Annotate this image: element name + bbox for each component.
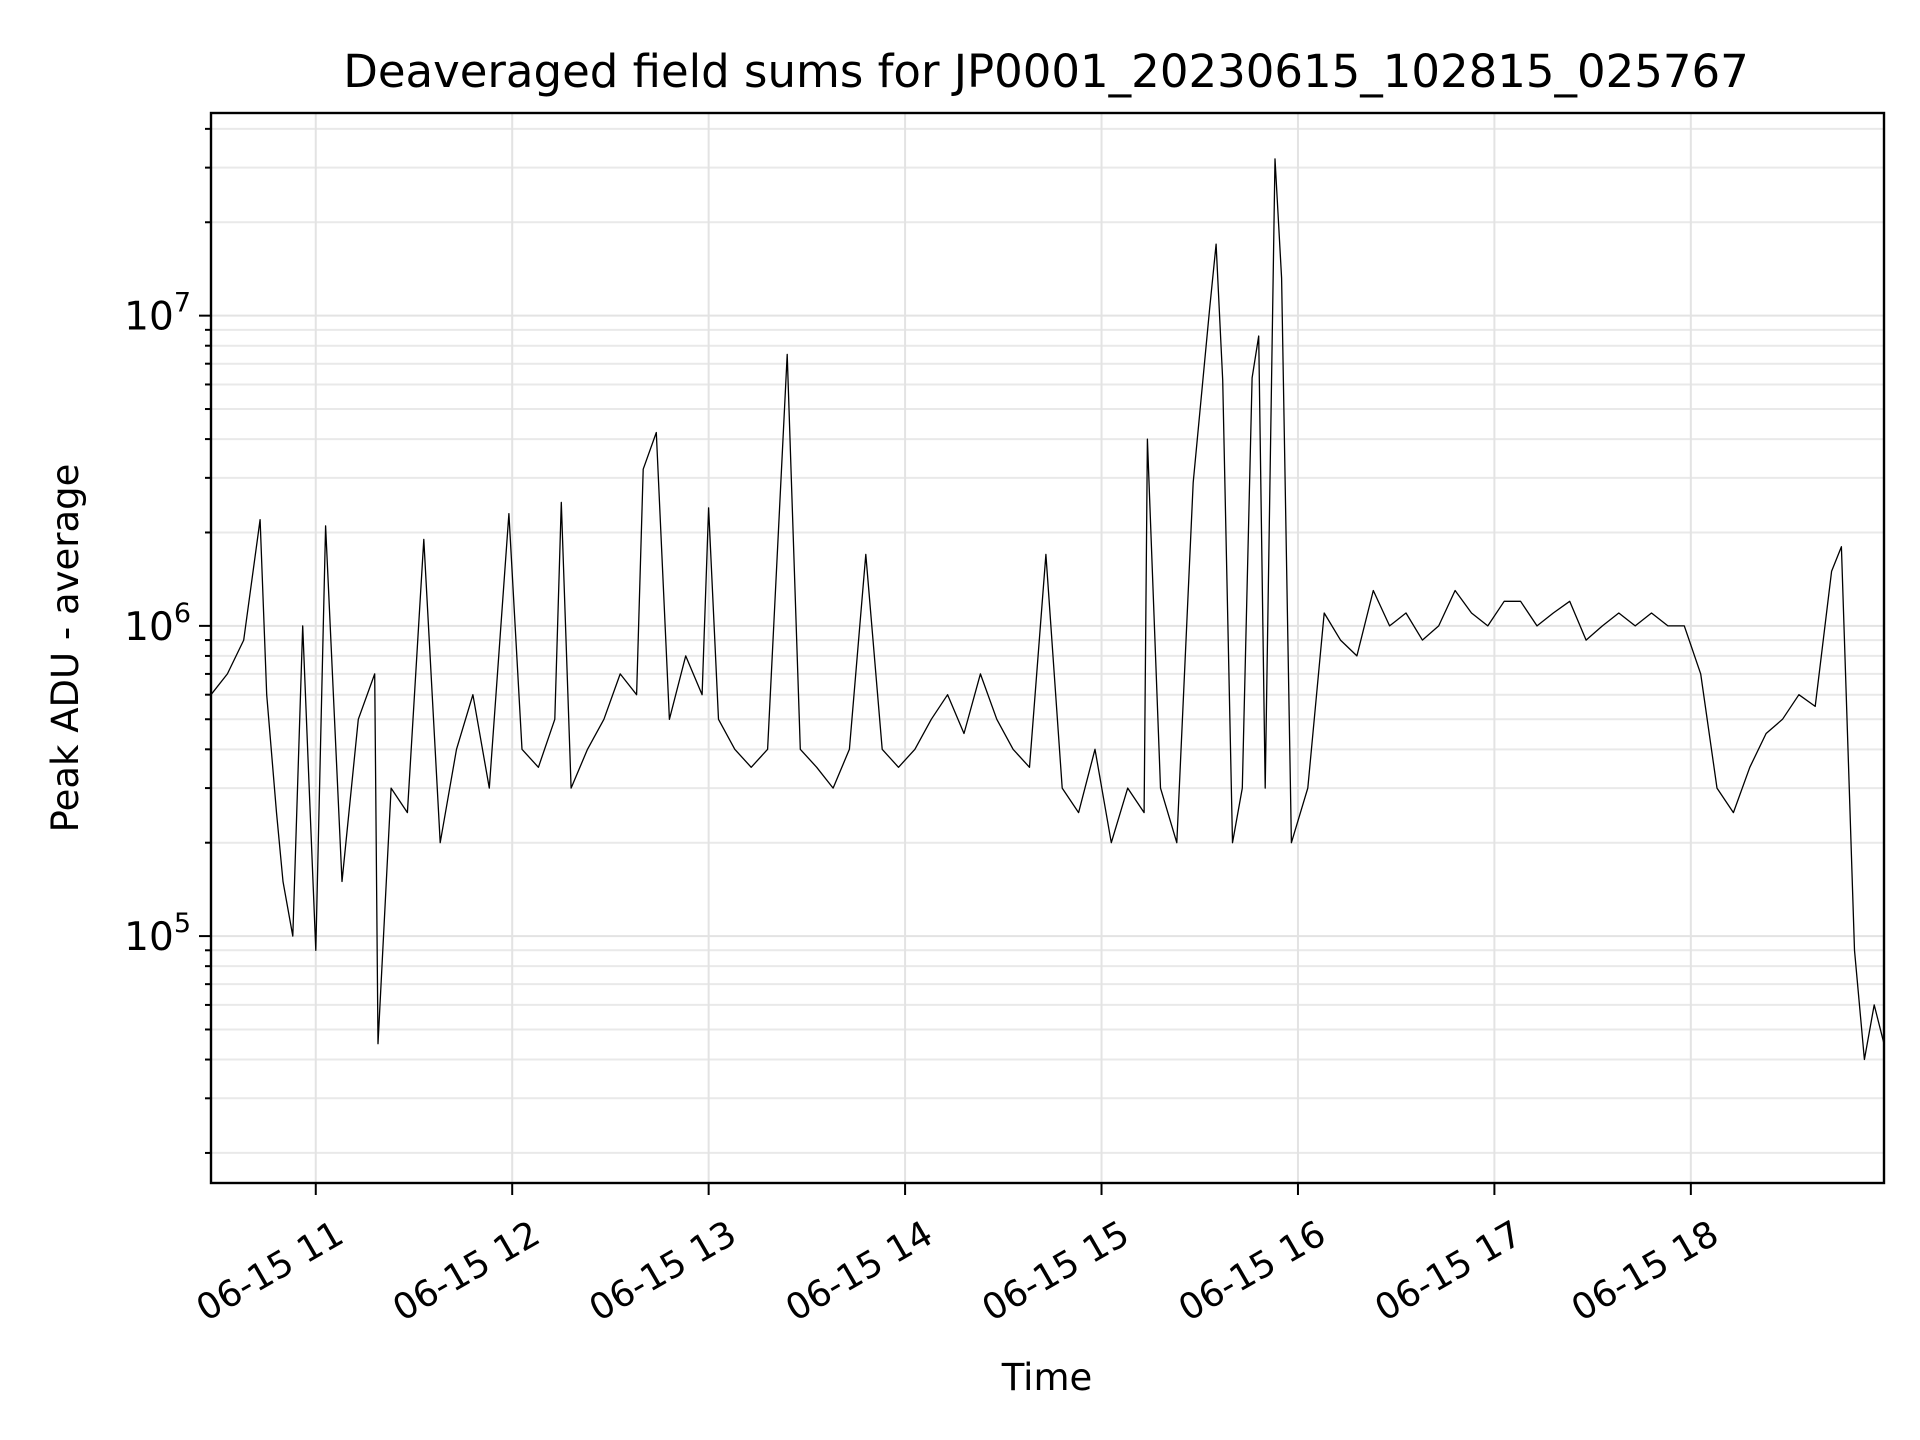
y-tick-exponent: 5: [174, 908, 191, 939]
y-tick-exponent: 6: [174, 598, 191, 629]
grid: [205, 113, 1884, 1183]
chart-title: Deaveraged field sums for JP0001_2023061…: [343, 45, 1749, 98]
y-tick-label: 106: [124, 598, 191, 650]
y-tick-base: 10: [124, 915, 174, 960]
series-layer: [210, 158, 1885, 1061]
y-tick-exponent: 7: [174, 288, 191, 319]
x-axis-label: Time: [1001, 1356, 1093, 1399]
y-tick-label: 105: [124, 908, 191, 960]
series-line-0: [210, 158, 1885, 1061]
y-tick-base: 10: [124, 295, 174, 340]
y-tick-base: 10: [124, 605, 174, 650]
y-tick-label: 107: [124, 288, 191, 340]
plot-frame: [209, 111, 1886, 1185]
y-axis-label: Peak ADU - average: [44, 464, 87, 833]
